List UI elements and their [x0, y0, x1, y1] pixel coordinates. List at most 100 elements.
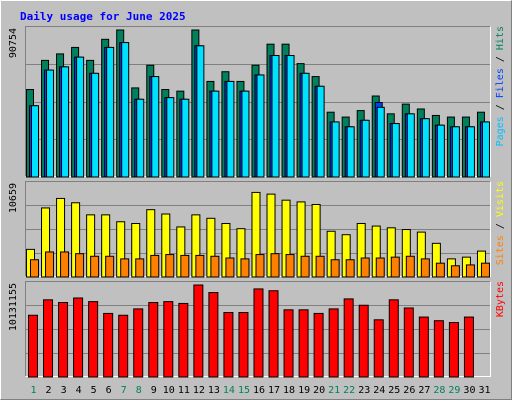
kbytes-bar	[148, 302, 159, 378]
kbytes-bar	[163, 301, 174, 378]
x-tick-label: 29	[448, 385, 460, 396]
x-tick-label: 7	[121, 385, 127, 396]
chart-panels: 90754 Pages / Files / Hits 10659 Sites / Vi…	[8, 26, 506, 378]
sites-bar	[465, 264, 475, 278]
x-tick-label: 3	[61, 385, 67, 396]
sites-bar	[300, 255, 310, 278]
chart-title: Daily usage for June 2025	[20, 10, 186, 23]
pages-bar	[346, 126, 355, 178]
y-axis-max-label: 10659	[8, 183, 19, 213]
pages-bar	[31, 105, 39, 178]
x-tick-label: 14	[223, 385, 235, 396]
sites-bar	[420, 258, 430, 278]
pages-bar	[226, 80, 235, 178]
sites-bar	[165, 254, 175, 278]
kbytes-bar	[343, 298, 354, 378]
panel-legend: KBytes	[495, 281, 506, 317]
kbytes-bar	[88, 301, 99, 378]
x-tick-label: 28	[433, 385, 445, 396]
sites-bar	[330, 259, 340, 278]
x-tick-label: 30	[463, 385, 475, 396]
sites-bar	[240, 258, 250, 278]
kbytes-bar	[298, 309, 309, 378]
sites-bar	[480, 262, 490, 278]
x-tick-label: 9	[151, 385, 157, 396]
pages-bar	[406, 113, 415, 178]
sites-bar	[270, 253, 280, 278]
kbytes-bar	[433, 320, 444, 378]
pages-bar	[121, 42, 130, 178]
sites-bar	[225, 257, 235, 278]
x-tick-label: 31	[478, 385, 490, 396]
sites-bar	[345, 259, 355, 278]
pages-bar	[301, 72, 310, 178]
y-axis-max-label: 90754	[8, 28, 19, 58]
pages-bar	[421, 118, 430, 178]
x-tick-label: 16	[253, 385, 265, 396]
pages-bar	[271, 55, 280, 178]
pages-bar	[256, 74, 265, 178]
x-tick-label: 10	[163, 385, 175, 396]
x-tick-label: 8	[136, 385, 142, 396]
kbytes-bar	[208, 292, 219, 378]
x-tick-label: 24	[373, 385, 385, 396]
legend-entry: Files	[495, 68, 506, 98]
pages-bar	[331, 121, 340, 178]
sites-bar	[150, 254, 160, 278]
sites-bar	[255, 254, 265, 278]
kbytes-bar	[463, 316, 474, 378]
sites-bar	[450, 265, 460, 278]
pages-bar	[166, 97, 175, 178]
pages-bar	[151, 76, 160, 178]
sites-bar	[30, 259, 39, 278]
pages-bar	[391, 123, 400, 178]
kbytes-bar	[43, 299, 54, 378]
kbytes-bar	[58, 302, 69, 378]
sites-bar	[360, 257, 370, 278]
x-tick-label: 25	[388, 385, 400, 396]
x-tick-label: 13	[208, 385, 220, 396]
pages-bar	[481, 121, 490, 178]
plot-bevel-dark	[25, 181, 491, 277]
legend-entry: /	[495, 217, 506, 235]
pages-bar	[106, 46, 115, 178]
pages-bar	[436, 124, 445, 178]
sites-bar	[135, 258, 145, 278]
legend-entry: Hits	[495, 26, 506, 50]
x-tick-label: 6	[106, 385, 112, 396]
x-tick-label: 19	[298, 385, 310, 396]
pages-bar	[241, 90, 250, 178]
pages-bar	[196, 45, 205, 178]
kbytes-bar	[73, 297, 84, 378]
kbytes-bar	[28, 314, 38, 378]
x-tick-label: 12	[193, 385, 205, 396]
kbytes-bar	[103, 312, 114, 378]
panel-visitors: 10659 Sites / Visits	[8, 181, 506, 278]
sites-bar	[285, 254, 295, 278]
kbytes-bar	[178, 302, 189, 378]
pages-bar	[316, 85, 325, 178]
kbytes-bar	[358, 304, 369, 378]
kbytes-bar	[313, 312, 324, 378]
pages-bar	[61, 66, 70, 178]
kbytes-bar	[388, 299, 399, 378]
x-tick-label: 11	[178, 385, 190, 396]
x-tick-label: 5	[91, 385, 97, 396]
panel-legend: Sites / Visits	[495, 181, 506, 265]
sites-bar	[60, 251, 70, 278]
kbytes-bar	[268, 290, 279, 378]
legend-entry: /	[495, 50, 506, 68]
legend-entry: /	[495, 98, 506, 116]
pages-bar	[46, 69, 55, 178]
x-tick-label: 26	[403, 385, 415, 396]
plot-bevel-dark	[25, 26, 491, 177]
x-tick-label: 1	[31, 385, 37, 396]
sites-bar	[210, 255, 220, 278]
pages-bar	[136, 98, 145, 178]
sites-bar	[195, 254, 205, 278]
sites-bar	[75, 253, 85, 278]
x-tick-label: 4	[76, 385, 82, 396]
sites-bar	[120, 258, 130, 278]
